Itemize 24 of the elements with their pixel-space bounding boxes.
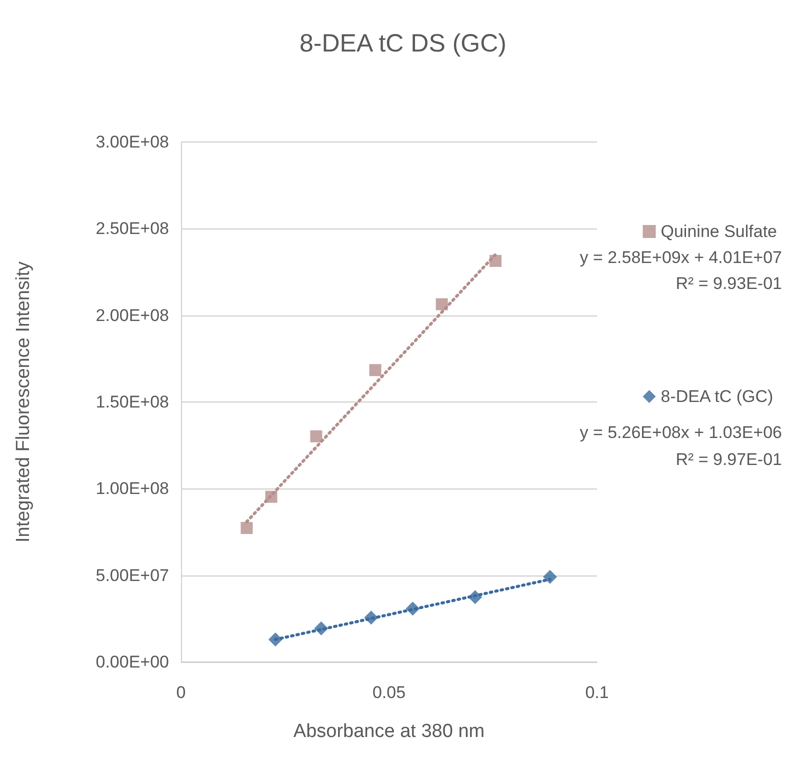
x-tick-label: 0.05 <box>372 683 406 702</box>
x-tick-label: 0.1 <box>585 683 609 702</box>
y-tick-label: 0.00E+00 <box>96 652 169 672</box>
y-tick-label: 2.00E+08 <box>96 306 169 325</box>
legend-label: Quinine Sulfate <box>660 222 778 241</box>
point <box>369 364 382 376</box>
annotation: y = 2.58E+09x + 4.01E+07 <box>580 248 782 267</box>
y-tick-label: 1.00E+08 <box>96 479 169 498</box>
x-axis-title: Absorbance at 380 nm <box>293 721 485 742</box>
chart-title: 8-DEA tC DS (GC) <box>300 30 506 58</box>
y-tick-label: 5.00E+07 <box>96 566 169 585</box>
text: R² = 9.93E-01 <box>676 274 782 293</box>
point <box>310 430 322 442</box>
legend-label: 8-DEA tC (GC) <box>660 387 774 406</box>
point <box>240 522 253 534</box>
y-tick-label: 3.00E+08 <box>96 132 169 152</box>
y-axis-title: Integrated Fluorescence Intensity <box>13 261 34 542</box>
text: R² = 9.97E-01 <box>676 450 782 469</box>
annotation: y = 5.26E+08x + 1.03E+06 <box>580 423 782 442</box>
x-tick-label: 0 <box>176 683 186 702</box>
point <box>542 570 557 584</box>
point <box>436 298 448 310</box>
y-tick-label: 1.50E+08 <box>96 392 169 412</box>
y-tick-label: 2.50E+08 <box>96 219 169 238</box>
